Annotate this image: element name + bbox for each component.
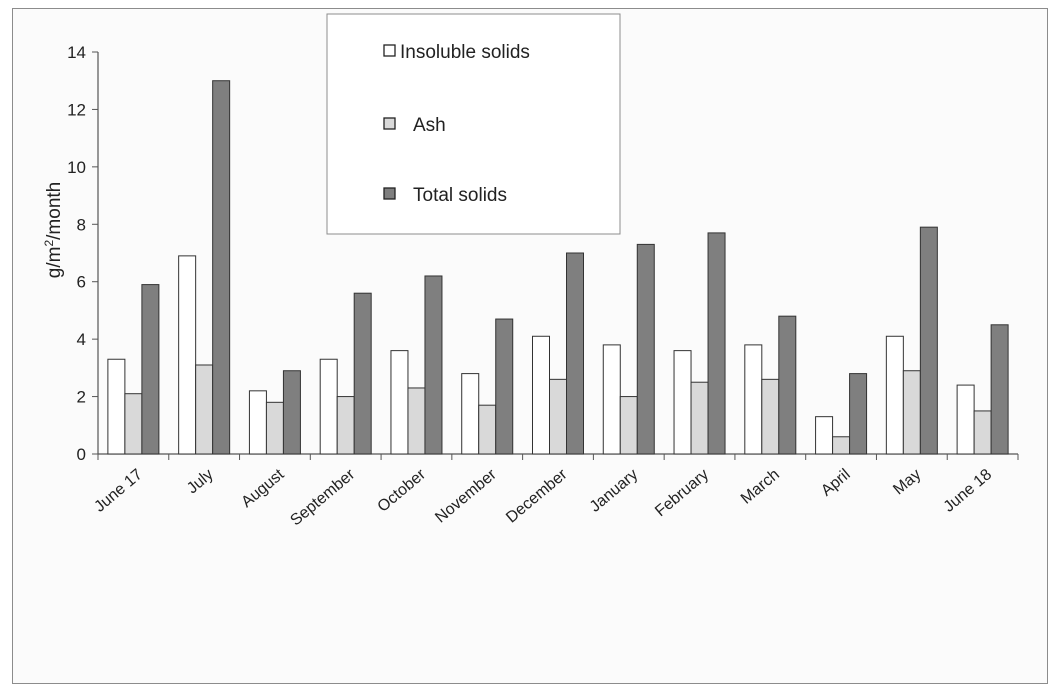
bar-insoluble-solids	[390, 350, 409, 455]
legend-swatch-total-solids	[383, 187, 396, 200]
y-tick-label: 14	[67, 43, 86, 62]
x-category-label: September	[287, 466, 358, 530]
bar-total-solids	[919, 226, 938, 455]
bar-ash	[549, 378, 567, 455]
bar-total-solids	[141, 284, 160, 455]
bar-total-solids	[990, 324, 1009, 455]
legend-swatch-insoluble-solids	[383, 44, 396, 57]
legend-label-total-solids: Total solids	[413, 185, 507, 206]
bar-ash	[124, 393, 143, 455]
y-axis-title-main: g/m	[44, 247, 65, 279]
y-axis-title: g/m2/month	[42, 182, 65, 278]
bar-total-solids	[707, 232, 726, 455]
bar-insoluble-solids	[744, 344, 763, 455]
legend-swatch-ash	[383, 117, 396, 130]
bar-ash	[973, 410, 992, 455]
x-category-label: December	[503, 466, 571, 527]
y-tick-label: 6	[77, 273, 86, 292]
bar-total-solids	[636, 243, 655, 455]
x-category-label: October	[375, 466, 430, 516]
bar-ash	[902, 370, 921, 455]
bar-insoluble-solids	[673, 350, 692, 455]
bar-total-solids	[424, 275, 443, 455]
x-category-label: March	[738, 466, 783, 508]
bar-ash	[195, 364, 214, 455]
x-category-label: November	[432, 466, 500, 527]
x-category-label: July	[184, 466, 217, 497]
y-tick-label: 8	[77, 215, 86, 234]
svg-text:g/m2/month: g/m2/month	[42, 182, 65, 278]
bar-insoluble-solids	[815, 416, 834, 455]
bar-total-solids	[282, 370, 301, 455]
bar-ash	[619, 396, 638, 455]
y-tick-label: 12	[67, 100, 86, 119]
bar-insoluble-solids	[107, 358, 126, 455]
bar-ash	[407, 387, 426, 455]
bar-ash	[478, 404, 497, 455]
y-axis-title-tail: /month	[44, 182, 65, 240]
bar-insoluble-solids	[532, 335, 550, 455]
bar-insoluble-solids	[248, 390, 267, 455]
y-tick-label: 4	[77, 330, 86, 349]
bar-ash	[690, 381, 709, 455]
bar-insoluble-solids	[178, 255, 197, 455]
bar-insoluble-solids	[319, 358, 338, 455]
y-axis-title-sup: 2	[42, 240, 56, 247]
bar-total-solids	[778, 315, 797, 455]
bar-total-solids	[566, 252, 584, 455]
bar-insoluble-solids	[956, 384, 975, 455]
x-category-label: June 18	[941, 466, 996, 516]
bar-insoluble-solids	[602, 344, 621, 455]
bar-total-solids	[849, 373, 868, 455]
bar-total-solids	[495, 318, 514, 455]
bar-total-solids	[353, 292, 372, 455]
x-category-label: January	[587, 466, 642, 516]
x-category-label: April	[818, 466, 853, 500]
legend-label-insoluble-solids: Insoluble solids	[400, 42, 530, 63]
bar-insoluble-solids	[885, 335, 904, 455]
bars	[107, 80, 1009, 455]
bar-ash	[832, 436, 851, 455]
bar-insoluble-solids	[461, 373, 480, 455]
bar-ash	[761, 378, 780, 455]
y-tick-label: 2	[77, 388, 86, 407]
bar-total-solids	[212, 80, 231, 455]
y-tick-label: 10	[67, 158, 86, 177]
x-category-label: August	[238, 466, 288, 511]
legend-box	[326, 13, 621, 235]
legend-label-ash: Ash	[413, 115, 446, 136]
x-category-label: June 17	[91, 466, 146, 516]
x-category-label: February	[652, 466, 712, 520]
y-tick-label: 0	[77, 445, 86, 464]
bar-ash	[336, 396, 355, 455]
legend: Insoluble solids Ash Total solids	[326, 13, 621, 235]
x-category-label: May	[890, 466, 924, 498]
bar-ash	[265, 401, 284, 455]
